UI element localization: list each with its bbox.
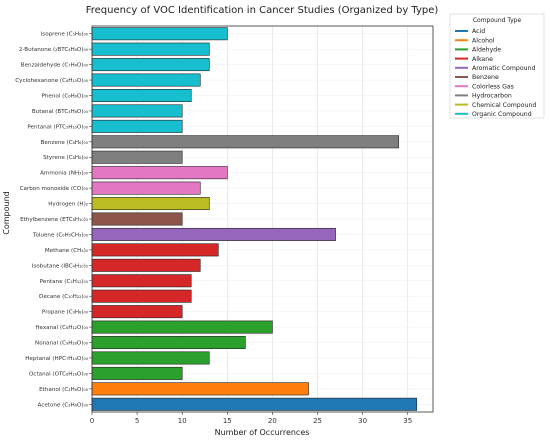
- y-tick-label: Styrene (C₈H₈)₀₀: [43, 155, 89, 161]
- legend-title: Compound Type: [473, 17, 522, 24]
- legend-label: Chemical Compound: [472, 102, 536, 109]
- chart-title: Frequency of VOC Identification in Cance…: [86, 5, 439, 16]
- x-axis-label: Number of Occurrences: [215, 428, 310, 437]
- bar: [91, 73, 201, 87]
- x-tick-label: 35: [403, 417, 412, 425]
- bar: [91, 397, 418, 411]
- bar: [91, 197, 210, 211]
- legend-label: Organic Compound: [472, 111, 532, 118]
- y-tick-label: Carbon monoxide (CO)₀₀: [20, 186, 89, 192]
- bar: [91, 58, 210, 72]
- legend-label: Acid: [472, 28, 485, 35]
- y-tick-label: Hexanal (C₆H₁₂O)₀₀: [35, 325, 88, 331]
- y-tick-label: Benzaldehyde (C₇H₆O)₀₀: [21, 63, 89, 69]
- y-tick-label: Octanal (OTC₈H₁₆O)₀₀: [29, 371, 89, 377]
- bar: [91, 320, 273, 334]
- y-tick-label: 2-Butanone (₂BTC₄H₈O)₀₀: [19, 47, 89, 53]
- y-tick-label: Decane (C₁₀H₂₂)₀₀: [39, 294, 89, 300]
- y-tick-label: Nonanal (C₉H₁₈O)₀₀: [35, 341, 89, 347]
- bar: [91, 119, 183, 133]
- x-tick-label: 25: [313, 417, 322, 425]
- legend-label: Hydrocarbon: [472, 93, 512, 100]
- bar: [91, 305, 183, 319]
- y-tick-label: Propane (C₃H₈)₀₀: [42, 310, 89, 316]
- bar: [91, 150, 183, 164]
- y-tick-label: Toluene (C₆H₅CH₃)₀₀: [32, 232, 89, 238]
- y-tick-label: Pentane (C₅H₁₂)₀₀: [40, 279, 89, 285]
- bar: [91, 166, 228, 180]
- y-axis-label: Compound: [2, 191, 11, 234]
- y-tick-label: Ethanol (C₂H₆O)₀₀: [39, 387, 89, 393]
- y-tick-labels: Isoprene (C₅H₈)₀₀ 2-Butanone (₂BTC₄H₈O)₀₀…: [15, 32, 92, 408]
- x-tick-label: 5: [135, 417, 139, 425]
- x-tick-label: 10: [178, 417, 187, 425]
- legend-label: Benzene: [472, 74, 499, 81]
- bar: [91, 258, 201, 272]
- bar: [91, 382, 309, 396]
- bar: [91, 135, 400, 149]
- x-tick-labels: 0 5 10 15 20 25 30 35: [90, 412, 412, 425]
- y-tick-label: Methane (CH₄)₀: [45, 248, 89, 254]
- y-tick-label: Ammonia (NH₃)₀₀: [40, 171, 89, 177]
- y-tick-label: Butanal (BTC₄H₈O)₀₀: [32, 109, 89, 115]
- y-tick-label: Phenol (C₆H₆O)₀₀: [41, 93, 88, 99]
- y-tick-label: Isoprene (C₅H₈)₀₀: [41, 32, 89, 38]
- bar: [91, 104, 183, 118]
- y-tick-label: Cyclohexanone (C₆H₁₀O)₀₀: [15, 78, 88, 84]
- bar: [91, 336, 246, 349]
- y-tick-label: Benzene (C₆H₆)₀₀: [41, 140, 89, 146]
- legend-label: Colorless Gas: [472, 83, 514, 90]
- bars: [91, 27, 418, 411]
- x-tick-label: 30: [358, 417, 367, 425]
- x-tick-label: 20: [268, 417, 277, 425]
- x-tick-label: 15: [223, 417, 232, 425]
- bar: [91, 181, 201, 195]
- bar: [91, 366, 183, 380]
- legend-label: Alkane: [472, 56, 493, 63]
- legend: Compound Type AcidAlcoholAldehydeAlkaneA…: [449, 13, 545, 119]
- bar: [91, 274, 192, 288]
- bar: [91, 289, 192, 303]
- bar: [91, 243, 219, 257]
- bar: [91, 27, 228, 41]
- y-tick-label: Ethylbenzene (ETC₈H₁₀)₀: [20, 217, 89, 223]
- y-tick-label: Hydrogen (H)₂: [48, 202, 88, 208]
- bar: [91, 351, 210, 365]
- y-tick-label: Isobutane (IBC₄H₁₀)₀: [32, 263, 89, 269]
- legend-label: Alcohol: [472, 37, 495, 44]
- y-tick-label: Pentanal (PTC₅H₁₀O)₀₀: [27, 124, 88, 130]
- x-tick-label: 0: [90, 417, 94, 425]
- y-tick-label: Acetone (C₃H₆O)₀₀: [38, 402, 89, 408]
- legend-items: Acid Alcohol Aldehyde Alkane Aromatic Compou…: [455, 28, 536, 118]
- bar: [91, 227, 336, 241]
- legend-label: Aldehyde: [472, 47, 501, 54]
- bar: [91, 212, 183, 226]
- bar: [91, 89, 192, 102]
- y-tick-label: Heptanal (HPC₇H₁₄O)₀₀: [25, 356, 89, 362]
- bar: [91, 42, 210, 56]
- legend-label: Aromatic Compound: [472, 65, 535, 72]
